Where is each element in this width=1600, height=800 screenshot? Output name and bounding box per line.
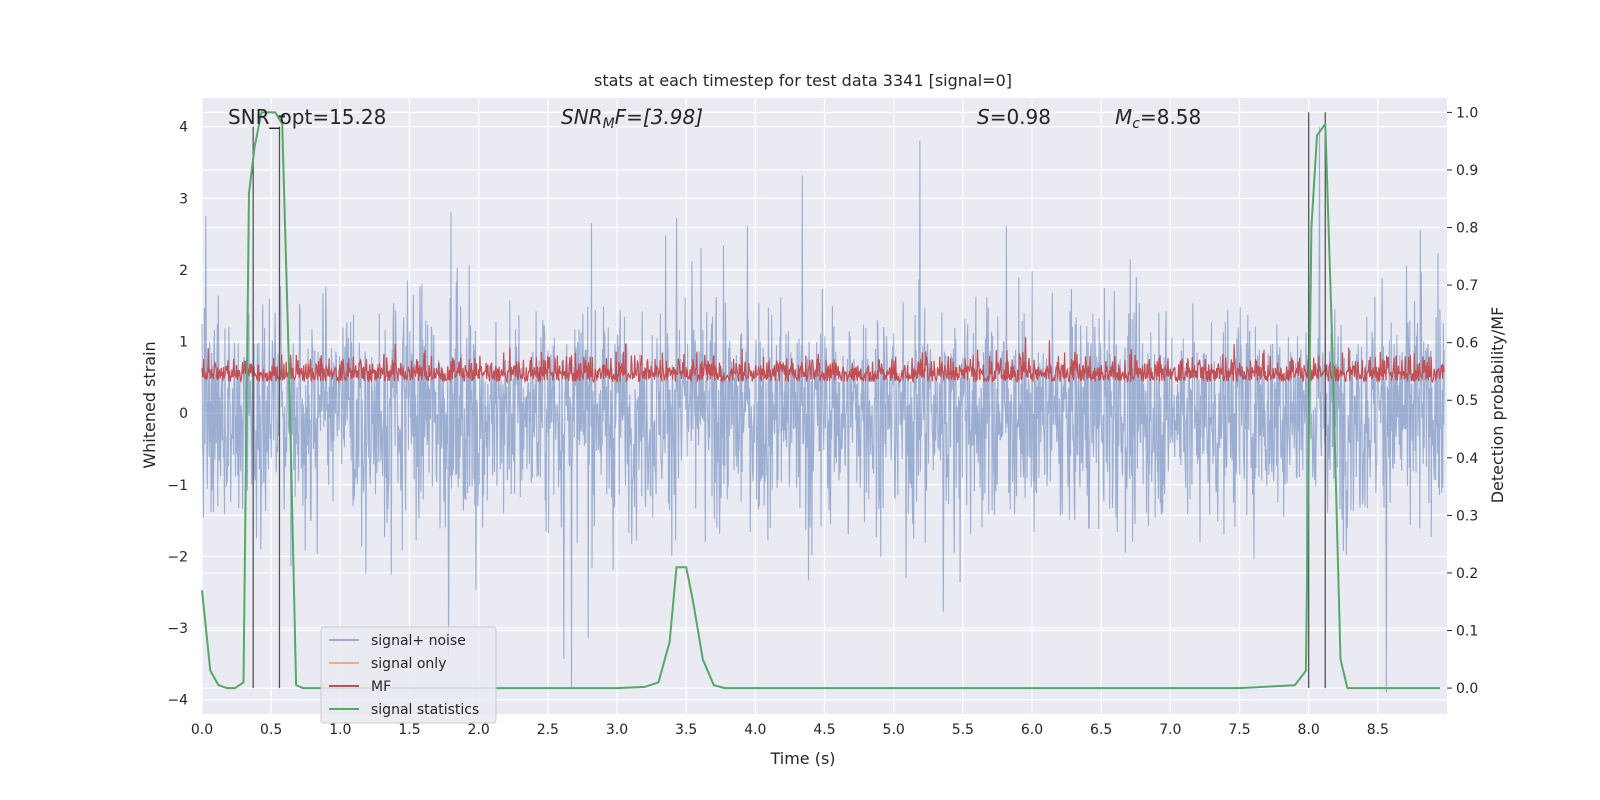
axis-ticks: 0.0 0.5 1.0 1.5 2.0 2.5 3.0 3.5 4.0 4.5 5.0 5.5 6.0 6… — [167, 105, 1478, 738]
legend-entry-signal-only: signal only — [329, 656, 446, 672]
x-tick-label: 8.0 — [1298, 722, 1320, 738]
y-right-tick-label: 0.1 — [1456, 624, 1478, 640]
annotation-mc: Mc=8.58 — [1115, 105, 1201, 132]
mf-line — [201, 337, 1445, 385]
y-right-tick-label: 0.2 — [1456, 566, 1478, 582]
y-left-tick-label: 3 — [179, 191, 188, 207]
legend-box — [320, 626, 497, 724]
annotation-snr-mf-sub: M — [603, 116, 615, 132]
y-right-tick-label: 0.7 — [1456, 278, 1478, 294]
legend: signal+ noise signal only MF signal stat… — [320, 626, 497, 724]
y-left-tick-label: 0 — [179, 406, 188, 422]
x-tick-label: 7.0 — [1159, 722, 1181, 738]
x-tick-label: 7.5 — [1228, 722, 1250, 738]
legend-label-mf: MF — [371, 679, 391, 695]
x-tick-label: 4.0 — [744, 722, 766, 738]
x-tick-label: 5.5 — [952, 722, 974, 738]
y-left-tick-label: 1 — [179, 335, 188, 351]
x-tick-label: 0.5 — [260, 722, 282, 738]
annotation-snr-mf: SNRMF=[3.98] — [561, 105, 703, 132]
x-tick-label: 5.0 — [883, 722, 905, 738]
y-right-tick-label: 0.5 — [1456, 393, 1478, 409]
y-right-tick-label: 0.4 — [1456, 451, 1478, 467]
y-left-tick-label: −1 — [167, 478, 188, 494]
annotation-mc-sub: c — [1132, 116, 1140, 132]
y-right-tick-label: 0.3 — [1456, 508, 1478, 524]
annotations: SNR_opt=15.28 SNRMF=[3.98] S=0.98 Mc=8.5… — [228, 105, 1201, 132]
annotation-snr-mf-var: SNR — [561, 105, 603, 129]
annotation-mc-value: =8.58 — [1140, 105, 1201, 129]
y-left-tick-label: −4 — [167, 693, 188, 709]
annotation-mc-var: M — [1115, 105, 1132, 129]
signal-statistics-series — [201, 111, 1441, 690]
x-axis-label: Time (s) — [769, 749, 835, 768]
annotation-snr-opt: SNR_opt=15.28 — [228, 105, 386, 129]
y-right-tick-label: 0.6 — [1456, 336, 1478, 352]
x-tick-label: 3.0 — [606, 722, 628, 738]
x-tick-label: 4.5 — [813, 722, 835, 738]
x-tick-label: 8.5 — [1367, 722, 1389, 738]
annotation-snr-mf-tail: F=[3.98] — [615, 105, 703, 129]
legend-label-signal-only: signal only — [371, 656, 446, 672]
chart-title: stats at each timestep for test data 334… — [594, 71, 1012, 90]
y-left-tick-label: 2 — [179, 263, 188, 279]
y-axis-left-label: Whitened strain — [140, 341, 159, 468]
x-tick-label: 2.5 — [537, 722, 559, 738]
x-tick-label: 1.5 — [398, 722, 420, 738]
y-right-tick-label: 0.8 — [1456, 221, 1478, 237]
x-tick-label: 0.0 — [191, 722, 213, 738]
x-tick-label: 1.0 — [329, 722, 351, 738]
y-axis-right-label: Detection probability/MF — [1488, 307, 1507, 504]
y-left-tick-label: −2 — [167, 549, 188, 565]
annotation-s-value: =0.98 — [990, 105, 1051, 129]
y-right-tick-label: 1.0 — [1456, 105, 1478, 121]
x-tick-label: 3.5 — [675, 722, 697, 738]
y-left-tick-label: 4 — [179, 120, 188, 136]
annotation-s: S=0.98 — [977, 105, 1051, 129]
legend-label-signal-statistics: signal statistics — [371, 702, 479, 718]
legend-entry-signal-statistics: signal statistics — [329, 702, 479, 718]
x-tick-label: 2.0 — [468, 722, 490, 738]
x-tick-label: 6.5 — [1090, 722, 1112, 738]
mf-series — [201, 337, 1445, 385]
signal-statistics-line — [201, 111, 1441, 690]
y-right-tick-label: 0.9 — [1456, 163, 1478, 179]
legend-entry-signal-noise: signal+ noise — [329, 633, 466, 649]
legend-label-signal-noise: signal+ noise — [371, 633, 466, 649]
y-left-tick-label: −3 — [167, 621, 188, 637]
legend-entry-mf: MF — [329, 679, 391, 695]
y-right-tick-label: 0.0 — [1456, 681, 1478, 697]
x-tick-label: 6.0 — [1021, 722, 1043, 738]
annotation-s-var: S — [977, 105, 990, 129]
